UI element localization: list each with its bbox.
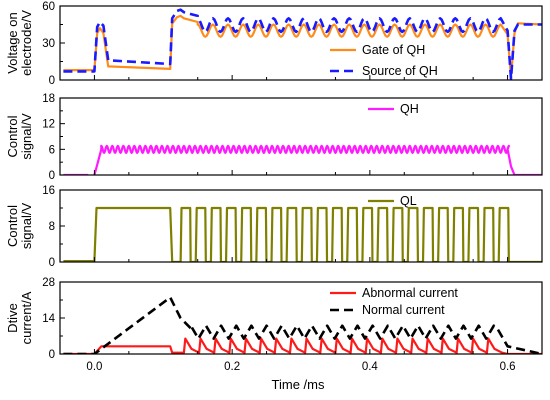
series-group (63, 8, 542, 80)
y-axis-title-line: signal/V (19, 203, 34, 250)
legend-label-1: Abnormal current (362, 286, 458, 300)
panel-frame (59, 281, 543, 355)
y-tick-label: 8 (49, 221, 55, 233)
legend-label-2: Normal current (362, 303, 445, 317)
x-tick-label: 0.6 (500, 361, 516, 373)
x-axis-title: Time /ms (272, 377, 325, 392)
legend-label-1: QL (400, 194, 417, 208)
y-axis-title-line: Control (5, 205, 20, 247)
legend: QL (368, 194, 417, 208)
y-axis-title-line: electrode/V (19, 10, 34, 76)
series-group (63, 144, 542, 175)
y-tick-label: 0 (49, 170, 55, 182)
panel-frame (59, 5, 543, 81)
legend: Gate of QH Source of QH (330, 43, 438, 78)
series-line-2 (63, 8, 542, 80)
y-axis-title: Voltage onelectrode/V (5, 10, 34, 76)
legend: Abnormal current Normal current (330, 286, 458, 317)
y-axis-title-line: signal/V (19, 113, 34, 160)
y-axis-title: Controlsignal/V (5, 203, 34, 250)
series-group (63, 296, 542, 354)
y-axis-title: Controlsignal/V (5, 113, 34, 160)
y-tick-label: 0 (49, 257, 55, 269)
y-tick-label: 60 (42, 1, 55, 13)
legend-label-1: QH (400, 102, 419, 116)
y-tick-label: 14 (42, 313, 55, 325)
x-tick-label: 0.4 (362, 361, 379, 373)
y-tick-label: 18 (42, 93, 55, 105)
y-tick-label: 16 (42, 185, 55, 197)
y-axis-title-line: Control (5, 115, 20, 157)
panel-3: 0 8 16 Controlsignal/V QL (5, 185, 543, 269)
legend-label-2: Source of QH (362, 64, 438, 78)
panel-2: 0 6 12 18 Controlsignal/V QH (5, 93, 543, 182)
panel-4: 0 14 28 Dtivecurrent/A Abnormal current Norma… (5, 277, 543, 373)
y-tick-label: 0 (49, 75, 55, 87)
y-tick-label: 30 (42, 38, 55, 50)
y-axis-title-line: Voltage on (5, 12, 20, 73)
y-tick-label: 0 (49, 349, 55, 361)
series-group (63, 206, 542, 262)
x-axis: Time /ms (272, 377, 325, 392)
legend: QH (368, 102, 419, 116)
series-line-1 (63, 14, 542, 79)
x-tick-label: 0.0 (86, 361, 102, 373)
legend-label-1: Gate of QH (362, 43, 425, 57)
y-axis-title-line: current/A (19, 291, 34, 344)
series-line-1 (63, 337, 542, 354)
series-line-2 (63, 296, 542, 354)
panel-frame (59, 97, 543, 176)
y-tick-label: 28 (42, 277, 55, 289)
series-line-1 (63, 144, 542, 175)
panel-1: 0 30 60 Voltage onelectrode/V Gate of QH Sour… (5, 1, 543, 87)
y-axis-title: Dtivecurrent/A (5, 291, 34, 344)
y-axis-title-line: Dtive (5, 303, 20, 333)
y-tick-label: 6 (49, 144, 55, 156)
series-line-1 (63, 206, 542, 262)
y-tick-label: 12 (42, 119, 55, 131)
x-tick-label: 0.2 (224, 361, 240, 373)
